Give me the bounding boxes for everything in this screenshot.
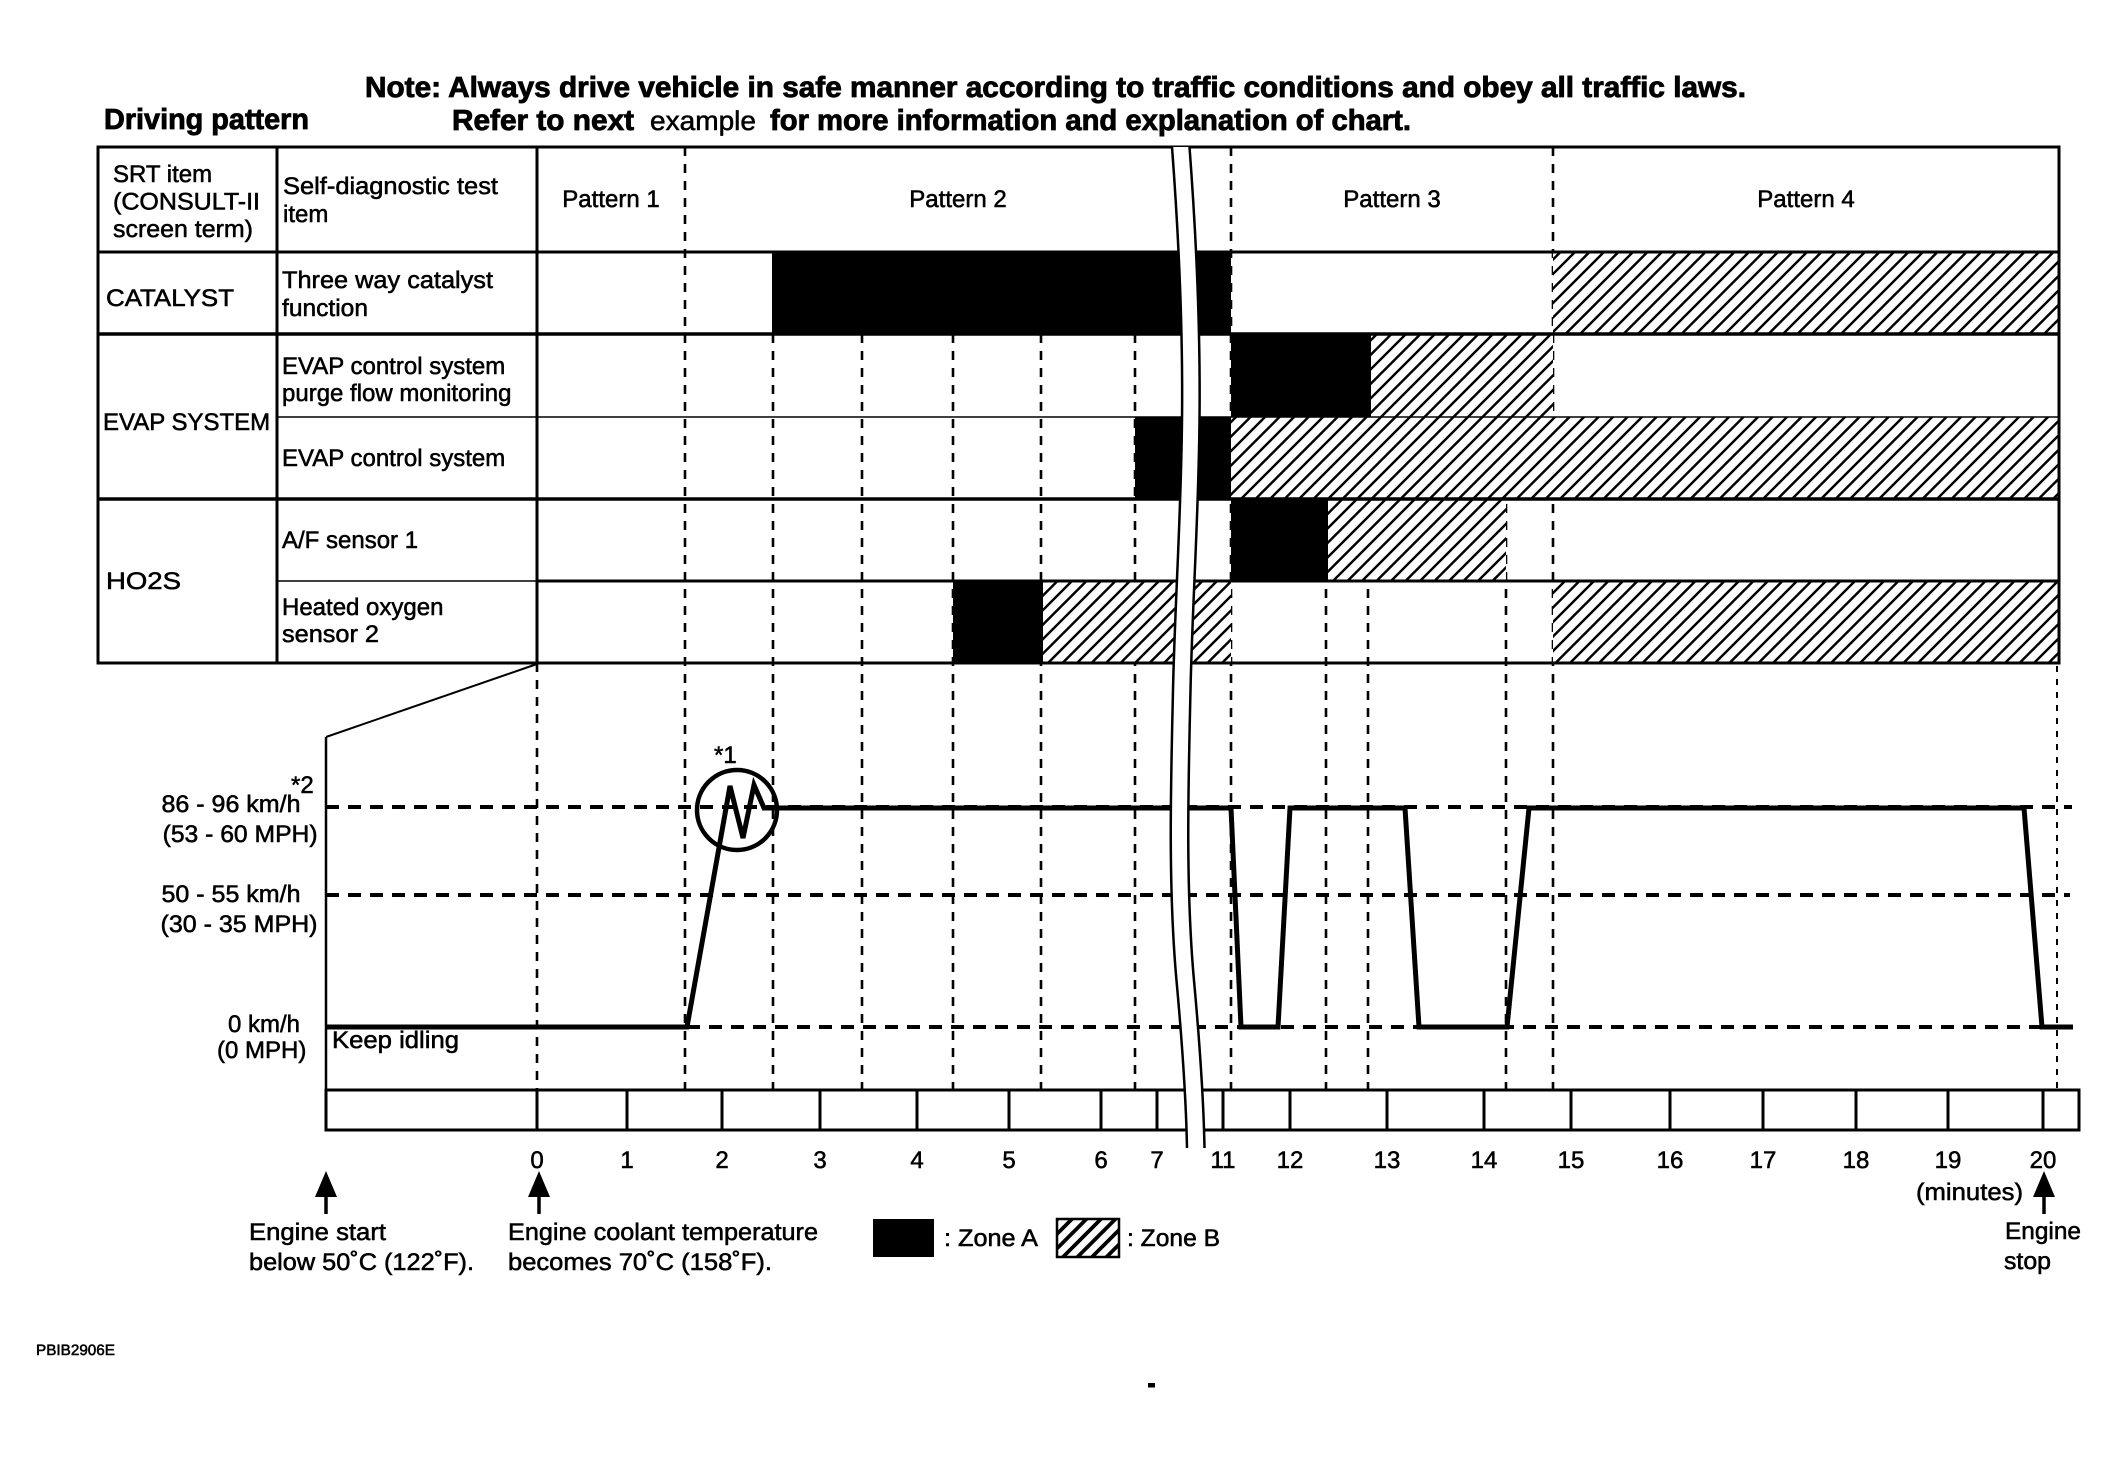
svg-text:13: 13 (1374, 1147, 1401, 1174)
svg-text:Three way catalyst: Three way catalyst (282, 267, 493, 294)
svg-text:86 - 96 km/h: 86 - 96 km/h (162, 791, 301, 818)
svg-text:screen term): screen term) (113, 216, 253, 243)
svg-text:Note: Always drive vehicle in: Note: Always drive vehicle in safe manne… (365, 72, 1746, 104)
svg-text:5: 5 (1002, 1147, 1015, 1174)
svg-text:: Zone A: : Zone A (944, 1225, 1038, 1252)
svg-text:A/F sensor 1: A/F sensor 1 (282, 527, 418, 554)
svg-text:CATALYST: CATALYST (106, 285, 234, 312)
svg-text:*1: *1 (714, 742, 737, 769)
svg-text:for more information and expla: for more information and explanation of … (770, 105, 1411, 137)
svg-text:stop: stop (2004, 1248, 2051, 1275)
svg-text:EVAP SYSTEM: EVAP SYSTEM (103, 409, 270, 436)
svg-text:Keep idling: Keep idling (332, 1027, 459, 1054)
svg-text:(30 - 35 MPH): (30 - 35 MPH) (161, 911, 318, 938)
svg-text:(0 MPH): (0 MPH) (217, 1037, 306, 1064)
svg-text:12: 12 (1277, 1147, 1304, 1174)
svg-text:2: 2 (715, 1147, 728, 1174)
svg-text:4: 4 (910, 1147, 923, 1174)
svg-text:11: 11 (1211, 1147, 1236, 1174)
svg-text:1: 1 (620, 1147, 633, 1174)
svg-text:Pattern 3: Pattern 3 (1343, 186, 1440, 213)
svg-text:: Zone B: : Zone B (1127, 1225, 1220, 1252)
svg-text:Engine start: Engine start (249, 1219, 386, 1246)
svg-text:function: function (282, 295, 368, 322)
svg-text:Engine: Engine (2005, 1218, 2081, 1245)
svg-text:item: item (283, 201, 328, 228)
svg-text:Engine coolant temperature: Engine coolant temperature (508, 1219, 818, 1246)
svg-text:50 - 55 km/h: 50 - 55 km/h (162, 881, 301, 908)
svg-text:Pattern 4: Pattern 4 (1757, 186, 1854, 213)
svg-text:sensor 2: sensor 2 (282, 621, 379, 648)
svg-text:below 50˚C (122˚F).: below 50˚C (122˚F). (249, 1249, 474, 1276)
svg-text:3: 3 (813, 1147, 826, 1174)
svg-text:*2: *2 (291, 772, 314, 799)
svg-text:Heated oxygen: Heated oxygen (282, 594, 443, 621)
svg-text:(53 - 60 MPH): (53 - 60 MPH) (163, 821, 318, 848)
svg-text:19: 19 (1935, 1147, 1962, 1174)
svg-text:SRT item: SRT item (113, 161, 212, 188)
svg-text:Pattern 2: Pattern 2 (909, 186, 1006, 213)
svg-text:14: 14 (1471, 1147, 1498, 1174)
svg-text:18: 18 (1843, 1147, 1870, 1174)
svg-text:Refer to next: Refer to next (452, 105, 634, 137)
svg-text:EVAP control system: EVAP control system (282, 353, 505, 380)
svg-text:Pattern 1: Pattern 1 (562, 186, 659, 213)
svg-text:EVAP control system: EVAP control system (282, 445, 505, 472)
svg-text:(minutes): (minutes) (1916, 1179, 2023, 1206)
svg-text:0: 0 (530, 1147, 543, 1174)
svg-text:purge flow monitoring: purge flow monitoring (282, 380, 511, 407)
svg-text:0 km/h: 0 km/h (228, 1011, 300, 1038)
svg-text:Driving pattern: Driving pattern (104, 104, 309, 136)
svg-text:becomes 70˚C (158˚F).: becomes 70˚C (158˚F). (508, 1249, 772, 1276)
svg-text:20: 20 (2030, 1147, 2057, 1174)
svg-text:17: 17 (1750, 1147, 1777, 1174)
svg-text:Self-diagnostic test: Self-diagnostic test (283, 173, 498, 200)
svg-text:PBIB2906E: PBIB2906E (36, 1342, 115, 1359)
svg-text:example: example (650, 106, 756, 136)
svg-text:15: 15 (1558, 1147, 1585, 1174)
svg-text:16: 16 (1657, 1147, 1684, 1174)
svg-text:6: 6 (1094, 1147, 1107, 1174)
svg-text:(CONSULT-II: (CONSULT-II (113, 189, 260, 216)
svg-text:HO2S: HO2S (106, 568, 181, 595)
svg-text:7: 7 (1150, 1147, 1163, 1174)
